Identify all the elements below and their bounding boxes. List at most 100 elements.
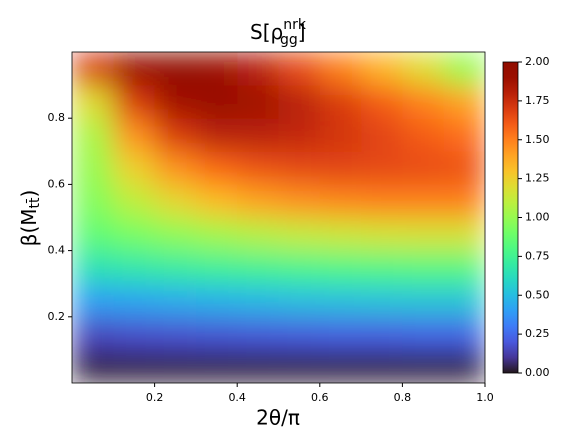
heatmap-cell (113, 118, 156, 152)
heatmap-cell (195, 250, 238, 285)
heatmap-cell (361, 85, 403, 119)
y-tick-label: 0.8 (48, 111, 66, 124)
heatmap-cells (72, 52, 485, 383)
title-sub: gg (280, 32, 298, 48)
x-tick-label: 0.8 (394, 391, 412, 404)
heatmap-cell (443, 151, 485, 185)
colorbar-tick-label: 1.75 (525, 94, 550, 107)
colorbar-tick-label: 0.50 (525, 288, 550, 301)
heatmap-cell (154, 217, 197, 252)
heatmap-cell (72, 283, 114, 318)
heatmap-cell (361, 316, 403, 351)
heatmap-cell (195, 151, 238, 185)
heatmap-cell (154, 85, 197, 119)
heatmap-cell (278, 184, 321, 218)
heatmap-cell (443, 217, 485, 252)
colorbar-tick-label: 1.00 (525, 211, 550, 224)
heatmap-cell (154, 118, 197, 152)
heatmap-cell (72, 250, 114, 285)
heatmap-cell (113, 52, 156, 86)
heatmap-cell (402, 217, 445, 252)
heatmap-cell (319, 217, 362, 252)
heatmap-cell (402, 316, 445, 351)
colorbar-tick-label: 0.25 (525, 327, 550, 340)
colorbar-tick-label: 0.75 (525, 249, 550, 262)
heatmap-cell (154, 250, 197, 285)
heatmap-cell (402, 52, 445, 86)
heatmap-cell (278, 151, 321, 185)
heatmap-cell (402, 118, 445, 152)
y-tick-label: 0.6 (48, 177, 66, 190)
heatmap-cell (195, 85, 238, 119)
chart-title: S[ρnrk gg] (250, 17, 307, 48)
heatmap-cell (237, 52, 279, 86)
heatmap-cell (154, 349, 197, 383)
heatmap-cell (72, 349, 114, 383)
heatmap-cell (361, 151, 403, 185)
heatmap-cell (319, 151, 362, 185)
heatmap-cell (113, 184, 156, 218)
heatmap (72, 52, 485, 383)
heatmap-cell (113, 217, 156, 252)
heatmap-cell (319, 52, 362, 86)
heatmap-cell (237, 283, 279, 318)
heatmap-cell (195, 316, 238, 351)
plot-frame (71, 51, 486, 384)
heatmap-cell (278, 118, 321, 152)
x-tick-label: 0.4 (228, 391, 246, 404)
heatmap-cell (72, 151, 114, 185)
heatmap-cell (113, 85, 156, 119)
ylabel-sub: tt̄ (25, 197, 43, 208)
heatmap-cell (72, 217, 114, 252)
heatmap-cell (402, 184, 445, 218)
heatmap-cell (319, 316, 362, 351)
heatmap-cell (278, 217, 321, 252)
heatmap-cell (195, 283, 238, 318)
heatmap-cell (319, 349, 362, 383)
heatmap-cell (278, 316, 321, 351)
heatmap-cell (361, 283, 403, 318)
heatmap-cell (195, 349, 238, 383)
heatmap-cell (402, 250, 445, 285)
heatmap-cell (113, 151, 156, 185)
heatmap-cell (154, 283, 197, 318)
x-tick-label: 0.6 (311, 391, 329, 404)
heatmap-cell (319, 118, 362, 152)
x-axis-label: 2θ/π (256, 406, 300, 430)
heatmap-cell (443, 184, 485, 218)
heatmap-cell (113, 283, 156, 318)
heatmap-cell (361, 184, 403, 218)
colorbar-tick-label: 2.00 (525, 55, 550, 68)
heatmap-cell (361, 349, 403, 383)
heatmap-cell (319, 283, 362, 318)
heatmap-cell (443, 85, 485, 119)
heatmap-cell (443, 316, 485, 351)
heatmap-cell (113, 316, 156, 351)
x-tick-label: 1.0 (476, 391, 494, 404)
heatmap-cell (402, 85, 445, 119)
heatmap-cell (237, 250, 279, 285)
heatmap-cell (319, 184, 362, 218)
heatmap-cell (72, 316, 114, 351)
heatmap-cell (195, 184, 238, 218)
heatmap-cell (195, 217, 238, 252)
heatmap-cell (361, 250, 403, 285)
heatmap-cell (443, 52, 485, 86)
colorbar-tick-label: 0.00 (525, 366, 550, 379)
heatmap-cell (361, 118, 403, 152)
colorbar-tick-label: 1.50 (525, 133, 550, 146)
heatmap-cell (154, 184, 197, 218)
heatmap-cell (195, 52, 238, 86)
heatmap-cell (402, 349, 445, 383)
heatmap-cell (237, 118, 279, 152)
heatmap-cell (72, 52, 114, 86)
heatmap-cell (237, 349, 279, 383)
heatmap-cell (278, 52, 321, 86)
heatmap-cell (237, 217, 279, 252)
heatmap-cell (237, 151, 279, 185)
heatmap-cell (443, 283, 485, 318)
heatmap-cell (278, 349, 321, 383)
heatmap-cell (443, 250, 485, 285)
heatmap-cell (278, 85, 321, 119)
